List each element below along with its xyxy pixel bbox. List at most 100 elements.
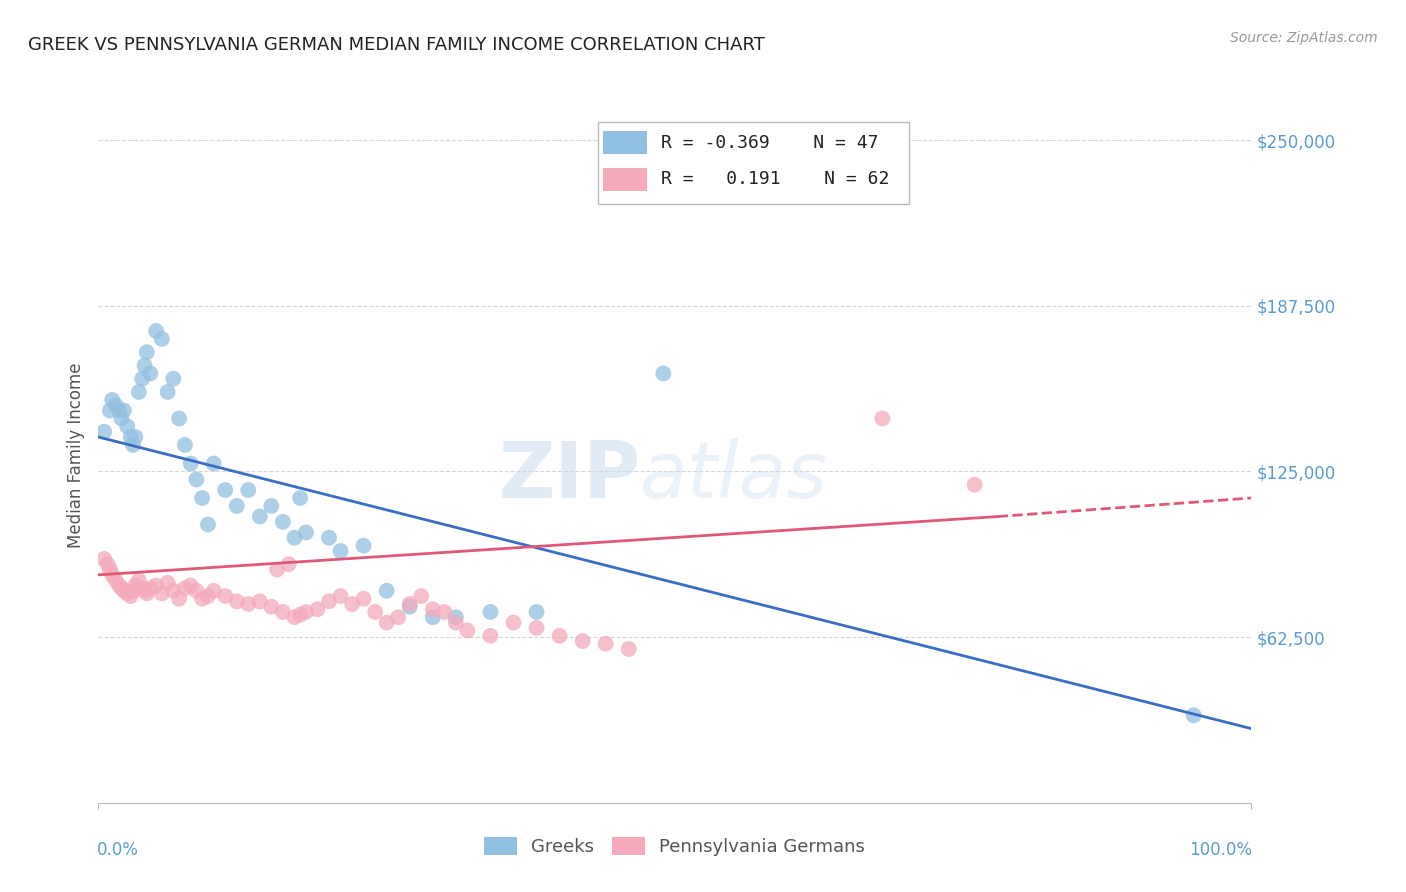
Point: [135, 345, 157, 359]
Point: [98, 563, 121, 577]
Point: [120, 589, 142, 603]
Point: [375, 615, 398, 630]
Legend: Greeks, Pennsylvania Germans: Greeks, Pennsylvania Germans: [477, 830, 873, 863]
Point: [872, 411, 894, 425]
Point: [117, 419, 139, 434]
Point: [238, 483, 260, 497]
Point: [97, 558, 120, 572]
Point: [283, 610, 305, 624]
Point: [433, 605, 456, 619]
Point: [444, 610, 467, 624]
Point: [548, 629, 571, 643]
Point: [110, 581, 132, 595]
Point: [117, 586, 139, 600]
Point: [295, 525, 318, 540]
Point: [122, 583, 145, 598]
FancyBboxPatch shape: [598, 122, 908, 204]
Point: [238, 597, 260, 611]
Point: [479, 605, 502, 619]
Point: [526, 605, 548, 619]
Point: [225, 594, 247, 608]
Point: [162, 372, 184, 386]
Point: [145, 578, 167, 592]
Text: R =   0.191    N = 62: R = 0.191 N = 62: [661, 170, 890, 188]
FancyBboxPatch shape: [603, 131, 647, 154]
Point: [411, 589, 433, 603]
Point: [266, 563, 288, 577]
Point: [318, 594, 340, 608]
Point: [180, 457, 202, 471]
Point: [128, 573, 150, 587]
Point: [375, 583, 398, 598]
Point: [104, 398, 127, 412]
Point: [186, 583, 208, 598]
Point: [260, 599, 283, 614]
Point: [174, 581, 197, 595]
Point: [202, 457, 225, 471]
Point: [131, 372, 153, 386]
Point: [202, 583, 225, 598]
Point: [318, 531, 340, 545]
Point: [191, 591, 214, 606]
Text: GREEK VS PENNSYLVANIA GERMAN MEDIAN FAMILY INCOME CORRELATION CHART: GREEK VS PENNSYLVANIA GERMAN MEDIAN FAMI…: [28, 36, 765, 54]
Point: [191, 491, 214, 505]
Point: [290, 491, 312, 505]
Point: [652, 367, 675, 381]
Point: [131, 581, 153, 595]
Point: [93, 425, 115, 439]
Point: [174, 438, 197, 452]
Point: [571, 634, 593, 648]
Point: [271, 515, 294, 529]
Point: [139, 367, 162, 381]
Point: [422, 602, 444, 616]
Point: [422, 610, 444, 624]
Point: [295, 605, 318, 619]
Point: [156, 384, 179, 399]
Point: [353, 539, 375, 553]
Y-axis label: Median Family Income: Median Family Income: [67, 362, 86, 548]
Point: [283, 531, 305, 545]
Point: [329, 544, 352, 558]
Point: [398, 599, 420, 614]
Point: [139, 581, 162, 595]
Text: 100.0%: 100.0%: [1189, 841, 1253, 859]
Point: [307, 602, 329, 616]
Point: [180, 578, 202, 592]
Point: [101, 567, 124, 582]
Point: [134, 583, 156, 598]
Point: [340, 597, 363, 611]
Point: [444, 615, 467, 630]
Point: [167, 411, 190, 425]
Point: [98, 403, 121, 417]
Point: [277, 558, 299, 572]
Point: [108, 403, 131, 417]
Point: [214, 589, 236, 603]
Point: [290, 607, 312, 622]
Point: [128, 384, 150, 399]
Text: R = -0.369    N = 47: R = -0.369 N = 47: [661, 134, 879, 152]
Point: [101, 392, 124, 407]
Point: [353, 591, 375, 606]
Point: [108, 578, 131, 592]
Text: ZIP: ZIP: [498, 438, 640, 514]
Point: [271, 605, 294, 619]
Point: [150, 332, 173, 346]
Point: [150, 586, 173, 600]
Point: [526, 621, 548, 635]
Text: 0.0%: 0.0%: [97, 841, 139, 859]
Point: [135, 586, 157, 600]
Point: [364, 605, 387, 619]
Point: [963, 477, 986, 491]
Point: [456, 624, 478, 638]
Point: [502, 615, 524, 630]
Point: [214, 483, 236, 497]
Point: [120, 430, 142, 444]
Point: [156, 575, 179, 590]
Point: [110, 411, 132, 425]
Point: [387, 610, 409, 624]
Point: [479, 629, 502, 643]
Point: [122, 438, 145, 452]
Point: [167, 591, 190, 606]
Point: [225, 499, 247, 513]
Point: [186, 472, 208, 486]
